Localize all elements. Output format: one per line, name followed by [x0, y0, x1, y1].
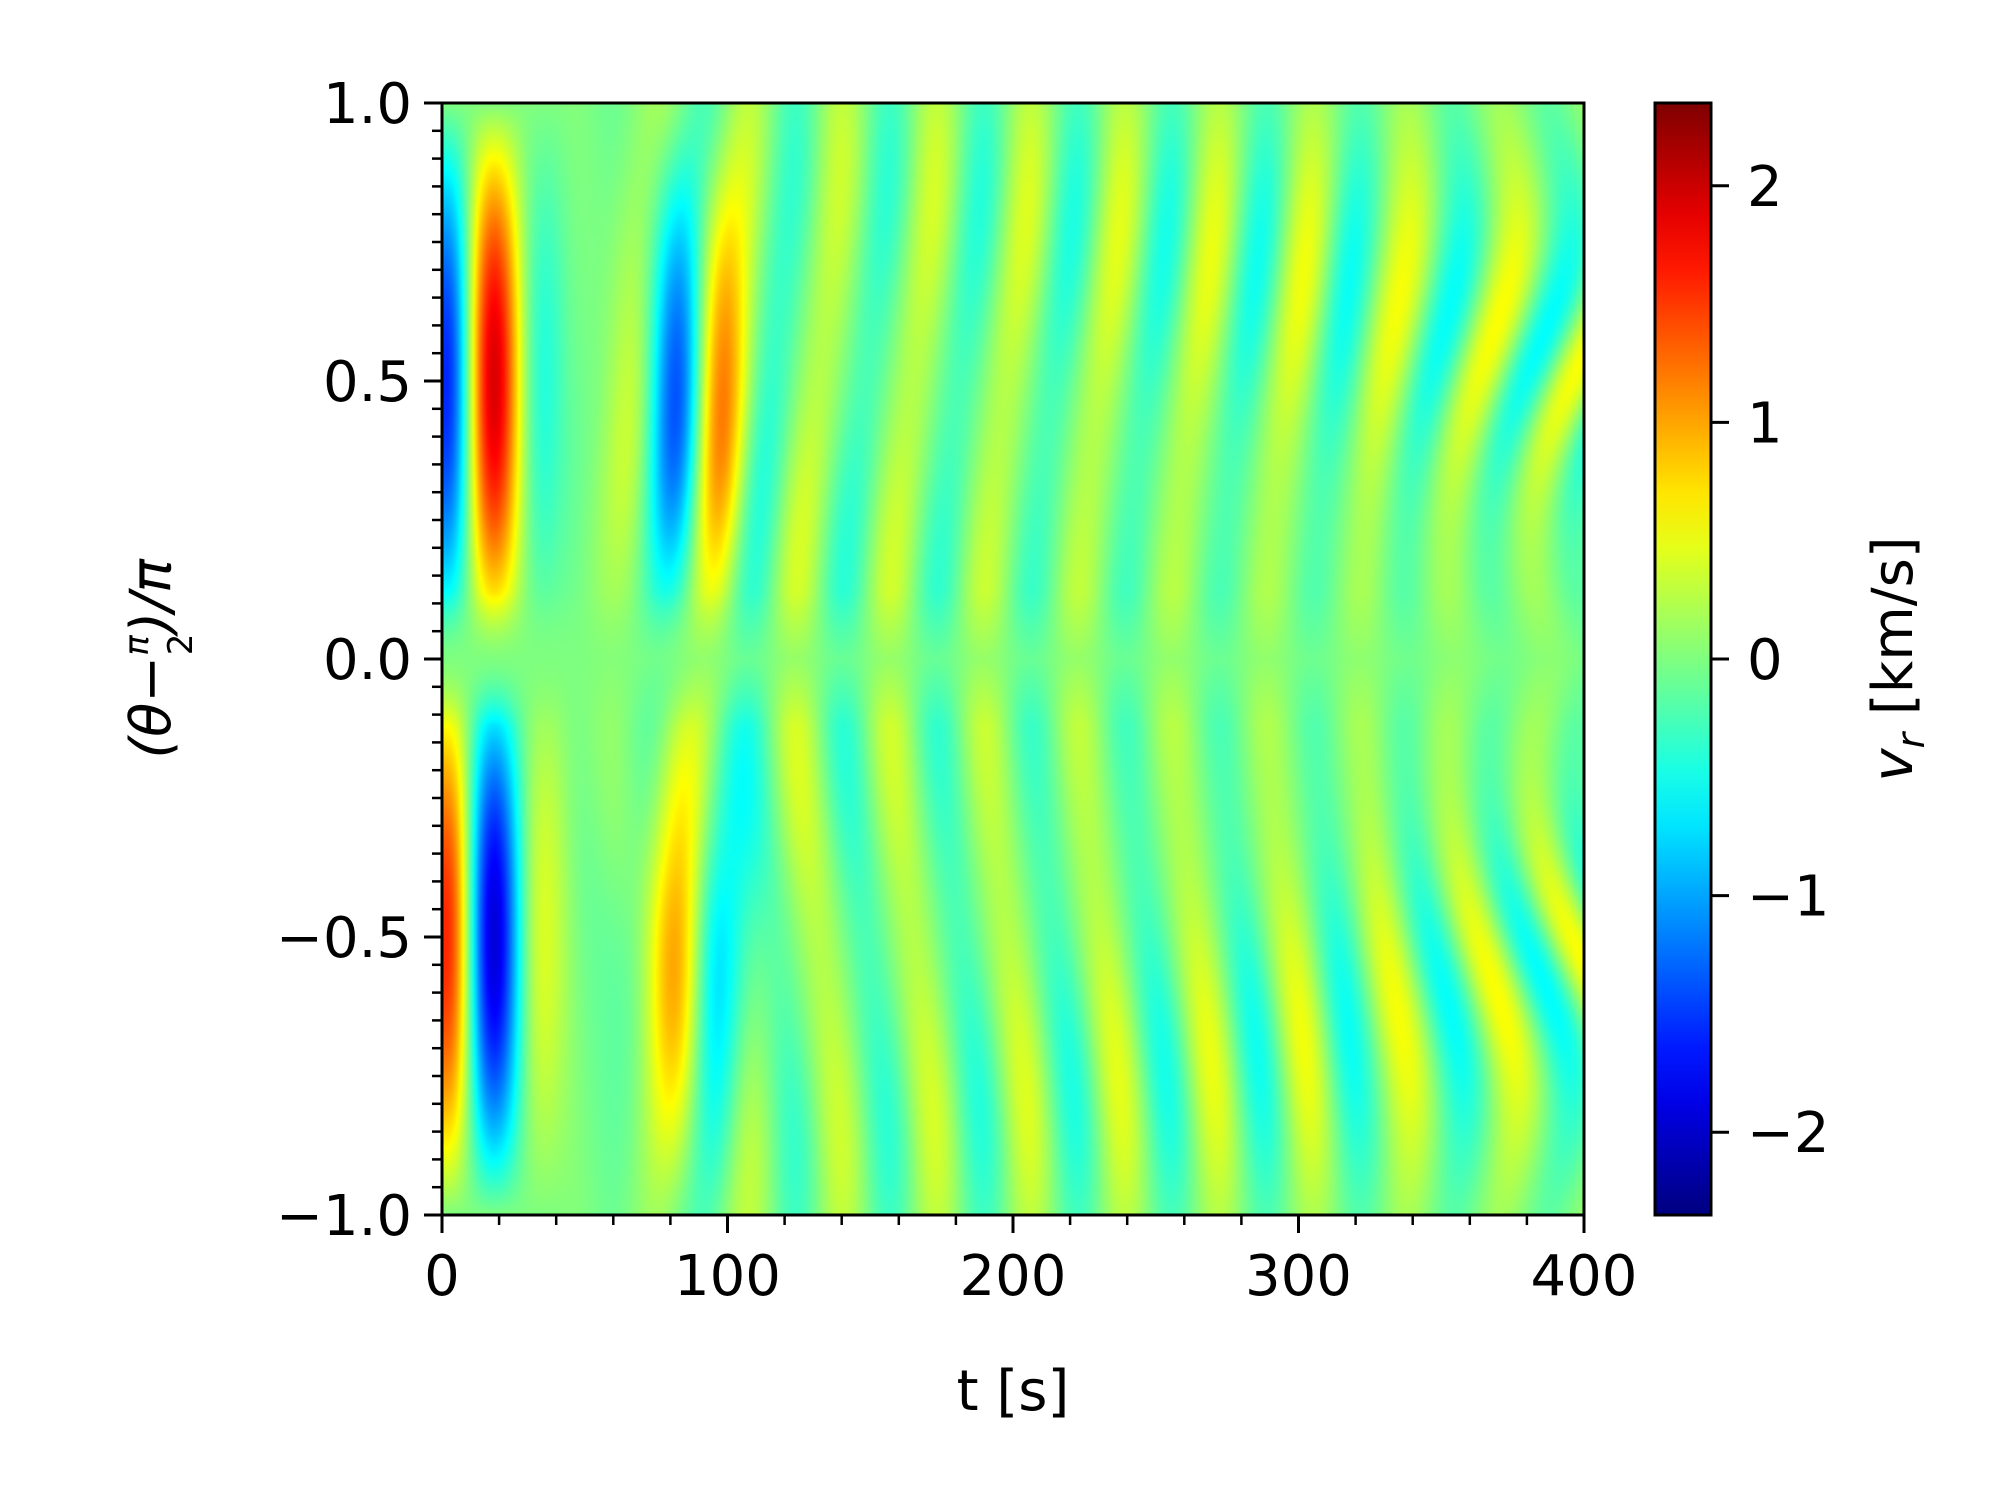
colorbar-tick-label: −1: [1747, 865, 1830, 930]
y-label-open: (θ−: [119, 656, 184, 759]
y-axis-label: (θ−π 2)/π: [117, 558, 201, 759]
colorbar-tick-label: 1: [1747, 391, 1783, 456]
y-label-den: 2: [161, 634, 201, 656]
svg-text:(θ−π2)/π: (θ−π 2)/π: [117, 558, 201, 759]
y-tick-label: 0.0: [323, 628, 412, 693]
colorbar-tick-label: −2: [1747, 1101, 1830, 1166]
y-label-close: )/π: [119, 558, 184, 638]
colorbar-gradient: [1655, 103, 1711, 1215]
colorbar-label: vr [km/s]: [1861, 536, 1933, 781]
x-tick-label: 400: [1531, 1244, 1638, 1309]
colorbar: −2 −1 0 1 2 vr [km/s]: [1653, 101, 1933, 1217]
y-tick-label: −0.5: [276, 906, 412, 971]
y-label-num: π: [117, 635, 157, 656]
colorbar-tick-label: 2: [1747, 155, 1783, 220]
y-axis: −1.0 −0.5 0.0 0.5 1.0: [276, 72, 442, 1249]
x-tick-label: 300: [1245, 1244, 1352, 1309]
y-tick-label: 1.0: [323, 72, 412, 137]
colorbar-tick-label: 0: [1747, 628, 1783, 693]
x-axis-label: t [s]: [957, 1359, 1070, 1424]
plot-area: [440, 101, 1586, 1217]
x-tick-label: 0: [424, 1244, 460, 1309]
y-tick-label: 0.5: [323, 350, 412, 415]
x-tick-label: 200: [960, 1244, 1067, 1309]
y-tick-label: −1.0: [276, 1184, 412, 1249]
x-tick-label: 100: [674, 1244, 781, 1309]
heatmap-image: [442, 103, 1584, 1215]
colorbar-ticks: −2 −1 0 1 2: [1711, 155, 1830, 1166]
x-axis: 0 100 200 300 400: [424, 1215, 1637, 1309]
